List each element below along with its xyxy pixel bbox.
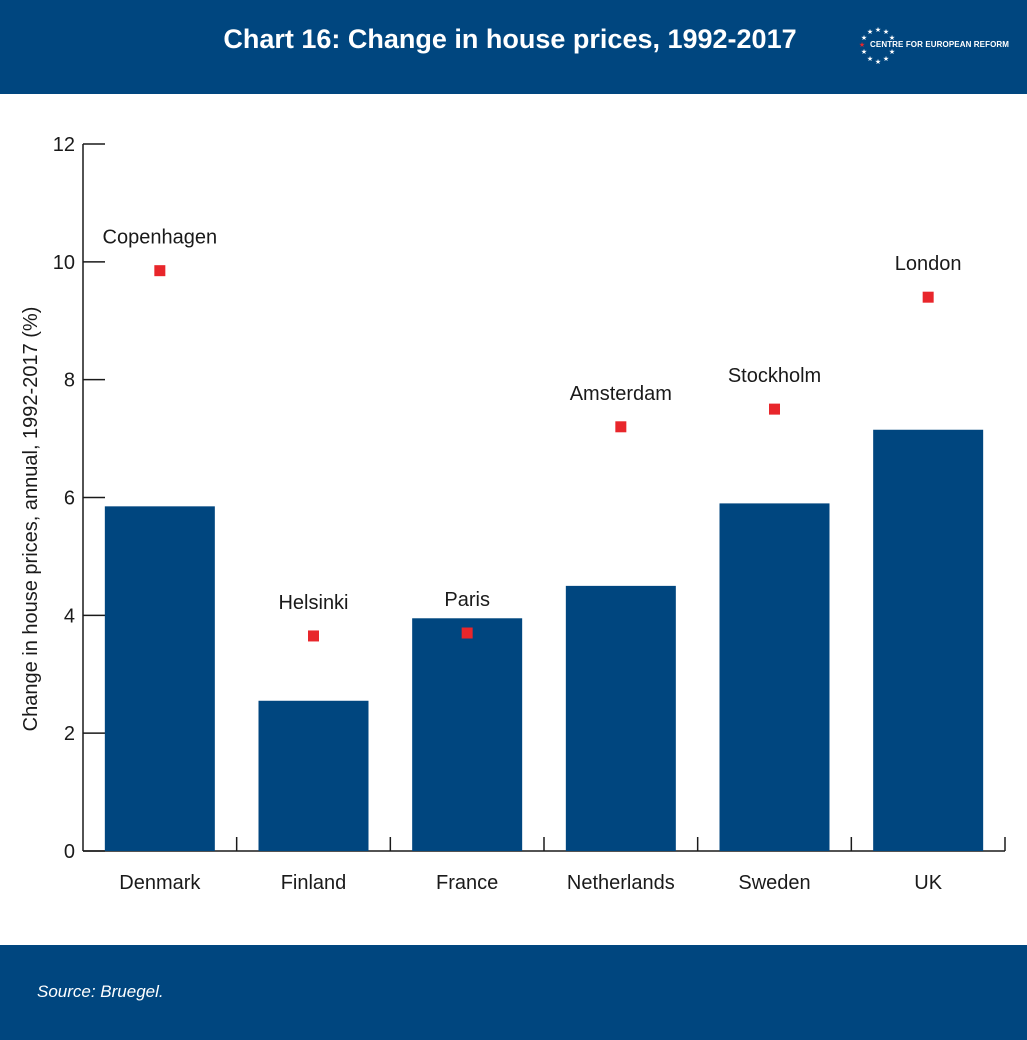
x-tick-label: France	[436, 872, 498, 894]
chart-area: Change in house prices, annual, 1992-201…	[0, 94, 1027, 945]
city-label: London	[895, 253, 962, 275]
bar-finland	[258, 700, 369, 851]
city-label: Amsterdam	[570, 383, 672, 405]
city-label: Helsinki	[278, 592, 348, 614]
svg-text:★: ★	[867, 28, 873, 36]
city-marker	[922, 291, 934, 303]
chart-title: Chart 16: Change in house prices, 1992-2…	[223, 24, 797, 54]
x-tick-label: Sweden	[738, 872, 810, 894]
x-tick-label: Denmark	[119, 872, 201, 894]
y-tick-label: 12	[53, 134, 75, 156]
x-tick-label: Netherlands	[567, 872, 675, 894]
x-tick-label: UK	[914, 872, 942, 894]
source-note: Source: Bruegel.	[37, 982, 164, 1001]
y-tick-label: 0	[64, 841, 75, 863]
footer-bar: Source: Bruegel.	[0, 945, 1027, 1040]
city-marker	[769, 403, 780, 415]
bar-denmark	[104, 506, 215, 851]
svg-text:★: ★	[889, 34, 895, 42]
y-tick-label: 8	[64, 370, 75, 392]
y-tick-label: 10	[53, 252, 75, 274]
y-tick-label: 2	[64, 723, 75, 745]
bar-france	[412, 618, 523, 851]
bar-chart: Change in house prices, annual, 1992-201…	[20, 134, 1006, 894]
bar-sweden	[719, 503, 830, 851]
svg-text:★: ★	[859, 41, 865, 49]
svg-text:★: ★	[867, 55, 873, 63]
city-marker	[461, 627, 473, 639]
city-marker	[308, 630, 319, 642]
city-marker	[154, 265, 166, 277]
svg-text:★: ★	[883, 28, 889, 36]
svg-text:★: ★	[861, 34, 867, 42]
svg-text:★: ★	[875, 26, 881, 34]
stars-ring-icon: ★ ★ ★ ★ ★ ★ ★ ★ ★ ★ ★	[859, 26, 895, 66]
svg-text:★: ★	[875, 58, 881, 66]
city-label: Stockholm	[728, 365, 821, 387]
city-marker	[615, 421, 627, 433]
y-tick-label: 6	[64, 488, 75, 510]
city-label: Copenhagen	[103, 227, 218, 249]
x-tick-label: Finland	[281, 872, 347, 894]
y-axis-label: Change in house prices, annual, 1992-201…	[20, 307, 42, 732]
header-bar: Chart 16: Change in house prices, 1992-2…	[0, 0, 1027, 94]
bar-netherlands	[565, 585, 676, 851]
svg-text:★: ★	[889, 48, 895, 56]
svg-text:★: ★	[883, 55, 889, 63]
bar-uk	[873, 429, 984, 851]
city-label: Paris	[444, 589, 490, 611]
y-tick-label: 4	[64, 605, 75, 627]
cer-logo: ★ ★ ★ ★ ★ ★ ★ ★ ★ ★ ★ CENTRE FOR EUROPEA…	[858, 24, 1010, 68]
svg-text:★: ★	[861, 48, 867, 56]
logo-text: CENTRE FOR EUROPEAN REFORM	[870, 40, 1010, 49]
